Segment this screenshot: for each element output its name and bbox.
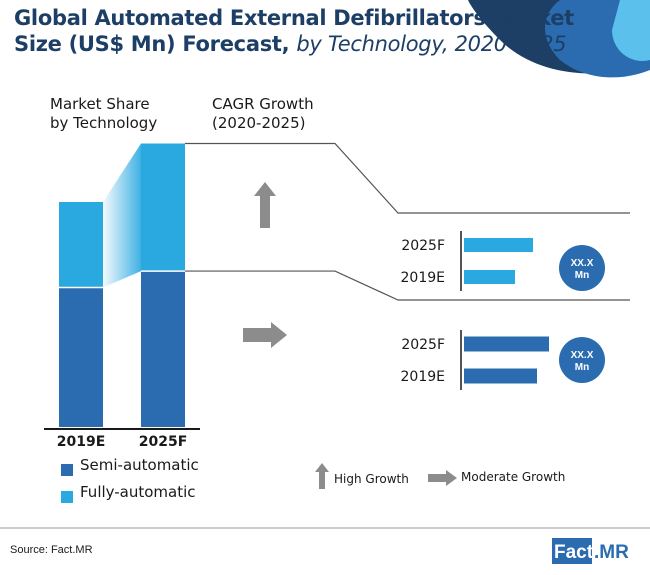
title-line-2: Size (US$ Mn) Forecast, by Technology, 2… [14,32,567,56]
hbar-label-semi-automatic-2025F: 2025F [401,337,445,353]
growth-arrows [243,182,287,348]
stacked-x-tick-2019E: 2019E [57,434,106,450]
right-heading-line-1: CAGR Growth [212,95,314,113]
hbar-label-fully-automatic-2025F: 2025F [401,238,445,254]
legend-label-fully: Fully-automatic [80,483,196,501]
growth-legend-high: High Growth [334,472,409,486]
value-circle-line1-fully-automatic: XX.X [571,258,594,269]
legend-swatch-semi [61,464,73,476]
stacked-x-tick-2025F: 2025F [139,434,188,450]
connector-top [185,142,630,214]
connector-lines [185,142,630,301]
moderate-growth-right-arrow-icon [243,322,287,348]
high-growth-up-arrow-icon [254,182,276,228]
stacked-bar-semi-2019E [59,287,103,427]
value-circle-semi-automatic [559,337,605,383]
legend-moderate-growth-arrow-icon [428,470,457,486]
hbar-semi-automatic-2019E [464,368,537,384]
title-line-2-bold: Size (US$ Mn) Forecast, [14,32,290,56]
value-circle-line2-semi-automatic: Mn [575,362,589,373]
brand-box [552,538,592,564]
stacked-bar-fully-2019E [59,202,103,288]
legend-high-growth-arrow-icon [315,463,329,489]
stacked-x-tick-labels: 2019E 2025F [57,434,188,450]
hbar-fully-automatic-2019E [464,270,515,284]
value-circle-fully-automatic [559,245,605,291]
stacked-bar-chart [59,143,185,427]
connector-bottom [185,270,630,301]
legend-swatches [61,464,73,503]
right-heading-line-2: (2020-2025) [212,114,306,132]
title-line-1: Global Automated External Defibrillators… [14,6,574,30]
stacked-bridge [103,143,141,288]
hbar-semi-automatic-2025F [464,336,549,352]
hbar-label-fully-automatic-2019E: 2019E [401,270,445,286]
brand-left: Fact [554,542,594,563]
growth-legend-icons [315,463,457,489]
source-note: Source: Fact.MR [10,544,93,556]
legend-swatch-fully [61,491,73,503]
stacked-bar-semi-2025F [141,271,185,427]
legend-label-semi: Semi-automatic [80,456,199,474]
left-heading-line-2: by Technology [50,114,158,132]
left-heading-line-1: Market Share [50,95,150,113]
hbar-fully-automatic-2025F [464,238,533,252]
header-wave-decoration [468,0,650,78]
brand-right: .MR [594,542,629,563]
value-circle-line1-semi-automatic: XX.X [571,350,594,361]
title-line-2-italic: by Technology, 2020-2025 [296,32,567,56]
growth-legend-moderate: Moderate Growth [461,470,566,484]
hbar-label-semi-automatic-2019E: 2019E [401,369,445,385]
value-circle-line2-fully-automatic: Mn [575,270,589,281]
stacked-bar-fully-2025F [141,143,185,272]
